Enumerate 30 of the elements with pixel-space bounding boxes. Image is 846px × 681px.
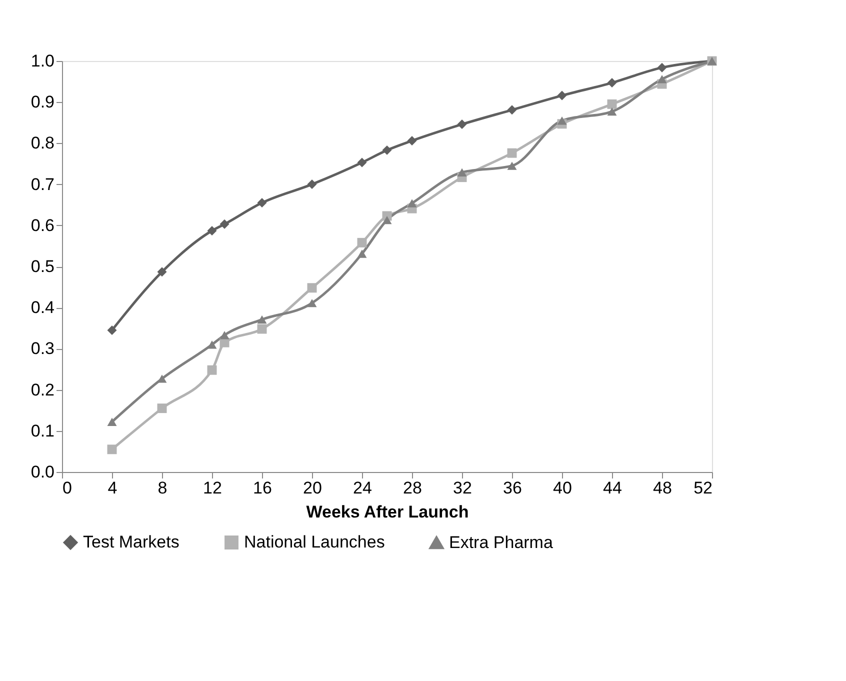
y-tick-label: 0.4	[30, 298, 54, 318]
y-tick-label: 0.9	[30, 92, 54, 112]
y-tick-label: 1.0	[30, 52, 54, 70]
x-tick-label: 20	[303, 478, 322, 498]
x-tick-label: 44	[603, 478, 622, 498]
y-tick-label: 0.6	[30, 216, 54, 235]
x-tick-label: 52	[694, 478, 712, 498]
x-tick-label: 12	[203, 478, 222, 498]
legend-label: Test Markets	[83, 532, 180, 552]
x-tick-label: 36	[503, 478, 522, 498]
y-tick-label: 0.1	[30, 421, 54, 440]
point	[407, 136, 417, 146]
y-tick-label: 0.3	[30, 339, 54, 358]
y-tick-label: 0.7	[30, 174, 54, 194]
x-tick-label: 48	[653, 478, 672, 498]
x-tick-label: 32	[453, 478, 472, 498]
x-tick-label: 40	[553, 478, 572, 498]
legend-label: Extra Pharma	[449, 532, 554, 552]
y-tick-label: 0.2	[30, 380, 54, 400]
x-tick-label: 28	[403, 478, 422, 498]
x-tick-label: 24	[353, 478, 372, 498]
x-tick-label: 0	[62, 478, 72, 498]
x-tick-label: 16	[253, 478, 272, 498]
y-tick-label: 0.0	[30, 462, 54, 482]
x-tick-label: 4	[108, 478, 118, 498]
legend-label: National Launches	[244, 532, 385, 552]
y-tick-label: 0.5	[30, 257, 54, 276]
x-axis-title: Weeks After Launch	[306, 502, 469, 522]
y-tick-label: 0.8	[30, 134, 54, 153]
x-tick-label: 8	[158, 478, 168, 498]
